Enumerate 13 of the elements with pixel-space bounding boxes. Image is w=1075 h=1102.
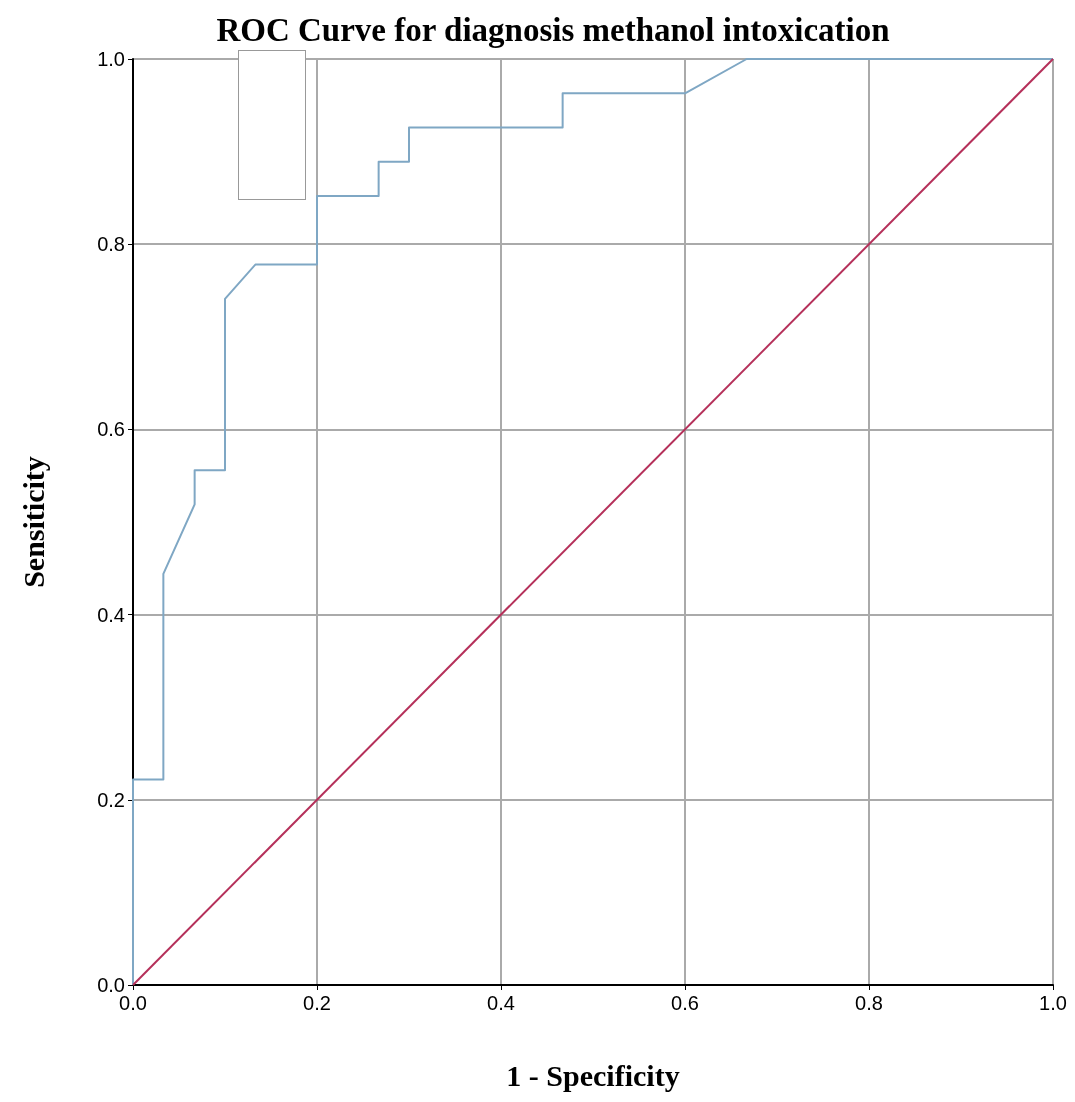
y-tick-label: 0.8 — [97, 233, 125, 256]
chart-title: ROC Curve for diagnosis methanol intoxication — [216, 11, 890, 48]
y-tick-label: 0.2 — [97, 788, 125, 811]
x-tick-label: 0.2 — [303, 992, 331, 1014]
y-tick-label: 0.6 — [97, 418, 125, 441]
y-tick-label: 1.0 — [97, 48, 125, 70]
x-tick-label: 0.6 — [671, 992, 699, 1014]
x-tick-label: 1.0 — [1039, 992, 1067, 1014]
y-tick-label: 0.4 — [97, 603, 125, 626]
x-axis-title: 1 - Specificity — [506, 1058, 680, 1092]
y-axis-title: Sensiticity — [16, 456, 50, 588]
x-tick-label: 0.4 — [487, 992, 515, 1014]
x-tick-label: 0.8 — [855, 992, 883, 1014]
